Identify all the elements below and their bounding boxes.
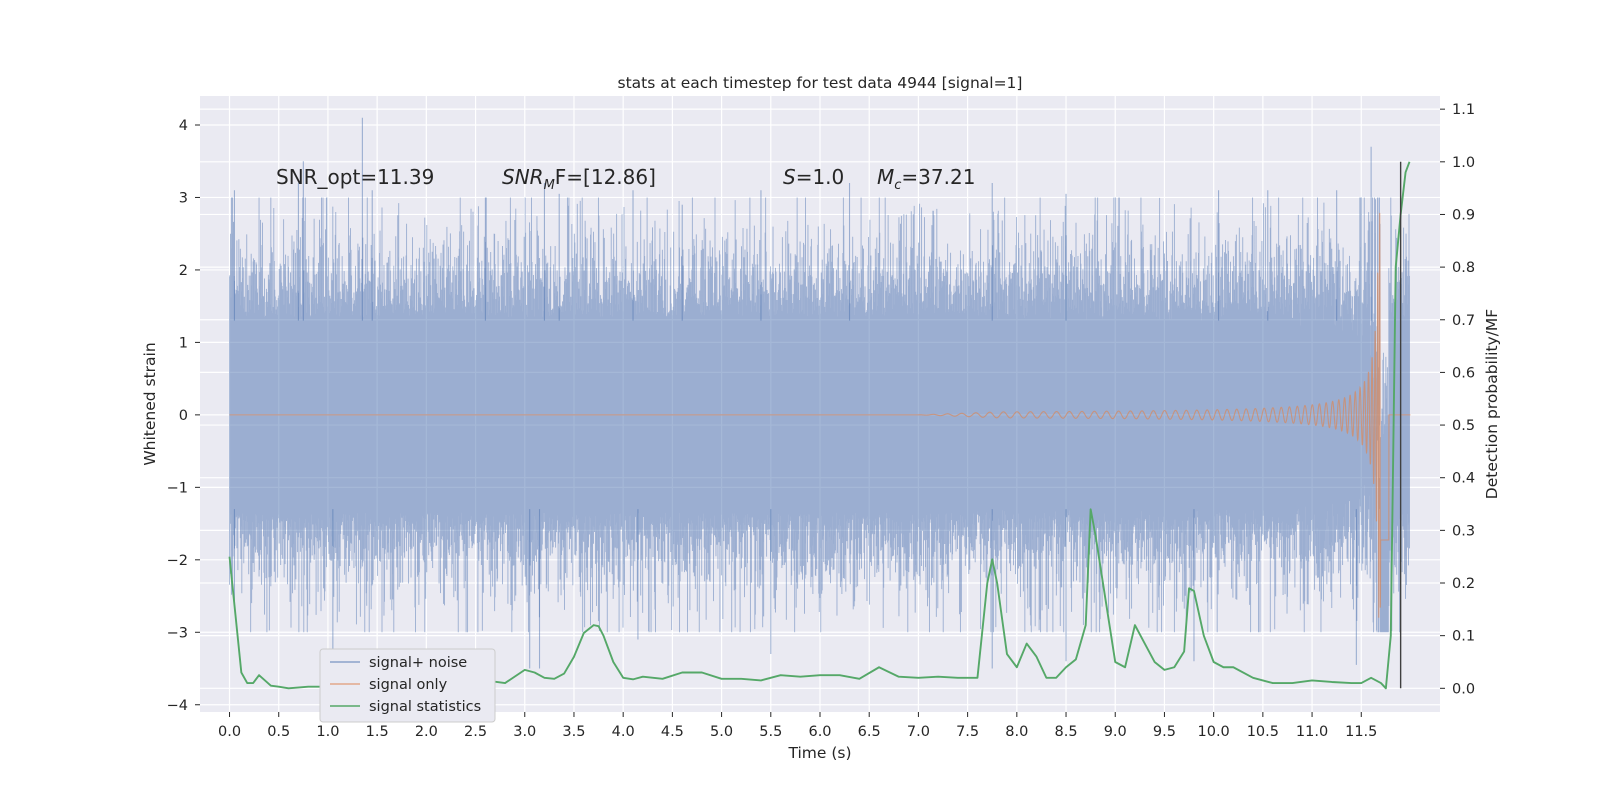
x-tick-label: 7.0 (907, 724, 930, 740)
x-tick-label: 9.5 (1153, 724, 1176, 740)
x-tick-label: 8.0 (1005, 724, 1028, 740)
y2-tick-label: 0.7 (1452, 313, 1475, 329)
y-axis-label: Whitened strain (141, 342, 159, 465)
x-tick-label: 0.0 (218, 724, 241, 740)
y2-tick-label: 0.0 (1452, 681, 1475, 697)
y2-tick-label: 0.3 (1452, 523, 1475, 539)
legend-box (319, 648, 496, 723)
signal-series (229, 212, 1411, 618)
x-tick-label: 5.0 (710, 724, 733, 740)
x-tick-label: 4.5 (661, 724, 684, 740)
x-tick-label: 3.5 (562, 724, 585, 740)
x-tick-label: 2.0 (415, 724, 438, 740)
y2-tick-label: 1.0 (1452, 155, 1475, 171)
x-tick-label: 0.5 (267, 724, 290, 740)
axes: 0.0 0.5 1.0 1.5 2.0 2.5 3.0 3.5 4.0 4.5 5.0 5.5 6.0 6… (167, 102, 1475, 740)
y-tick-label: −2 (167, 553, 188, 569)
x-tick-label: 6.5 (858, 724, 881, 740)
legend-label-signal: signal only (369, 677, 448, 693)
legend-label-stats: signal statistics (369, 699, 481, 715)
y-tick-label: −3 (167, 625, 188, 641)
annotation-snr-mf: SNRMF=[12.86] (502, 165, 656, 193)
noise-band (229, 197, 1410, 633)
y-tick-label: 0 (179, 408, 188, 424)
y2-tick-label: 0.8 (1452, 260, 1475, 276)
x-tick-label: 6.0 (808, 724, 831, 740)
y-tick-label: 2 (179, 263, 188, 279)
y-tick-label: −1 (167, 480, 188, 496)
y2-tick-label: 0.1 (1452, 629, 1475, 645)
y-tick-label: 4 (179, 118, 188, 134)
signal-line (229, 212, 1411, 618)
x-tick-label: 2.5 (464, 724, 487, 740)
x-tick-label: 9.0 (1104, 724, 1127, 740)
noise-series (229, 117, 1410, 669)
x-tick-label: 1.0 (316, 724, 339, 740)
x-tick-label: 10.5 (1247, 724, 1279, 740)
y2-tick-label: 0.5 (1452, 418, 1475, 434)
y2-tick-label: 0.4 (1452, 471, 1475, 487)
annotation-snr-opt: SNR_opt=11.39 (276, 165, 434, 189)
y2-tick-label: 0.9 (1452, 207, 1475, 223)
x-tick-label: 7.5 (956, 724, 979, 740)
chart-title: stats at each timestep for test data 494… (618, 74, 1023, 92)
y2-axis-label: Detection probability/MF (1483, 309, 1501, 500)
y-tick-label: −4 (167, 698, 188, 714)
x-tick-label: 1.5 (366, 724, 389, 740)
y2-tick-label: 0.2 (1452, 576, 1475, 592)
x-tick-label: 11.0 (1296, 724, 1328, 740)
x-tick-label: 8.5 (1055, 724, 1078, 740)
x-tick-label: 10.0 (1198, 724, 1230, 740)
legend: signal+ noise signal only signal statist… (319, 648, 496, 723)
x-tick-label: 4.0 (612, 724, 635, 740)
x-tick-label: 3.0 (513, 724, 536, 740)
x-tick-label: 5.5 (759, 724, 782, 740)
y2-tick-label: 0.6 (1452, 365, 1475, 381)
x-tick-label: 11.5 (1345, 724, 1377, 740)
annotation-s: S=1.0 (783, 165, 844, 189)
legend-label-noise: signal+ noise (369, 655, 467, 671)
x-axis-label: Time (s) (787, 744, 851, 762)
y2-tick-label: 1.1 (1452, 102, 1475, 118)
y-tick-label: 1 (179, 335, 188, 351)
y-tick-label: 3 (179, 190, 188, 206)
annotation-mc: Mc=37.21 (877, 165, 975, 193)
